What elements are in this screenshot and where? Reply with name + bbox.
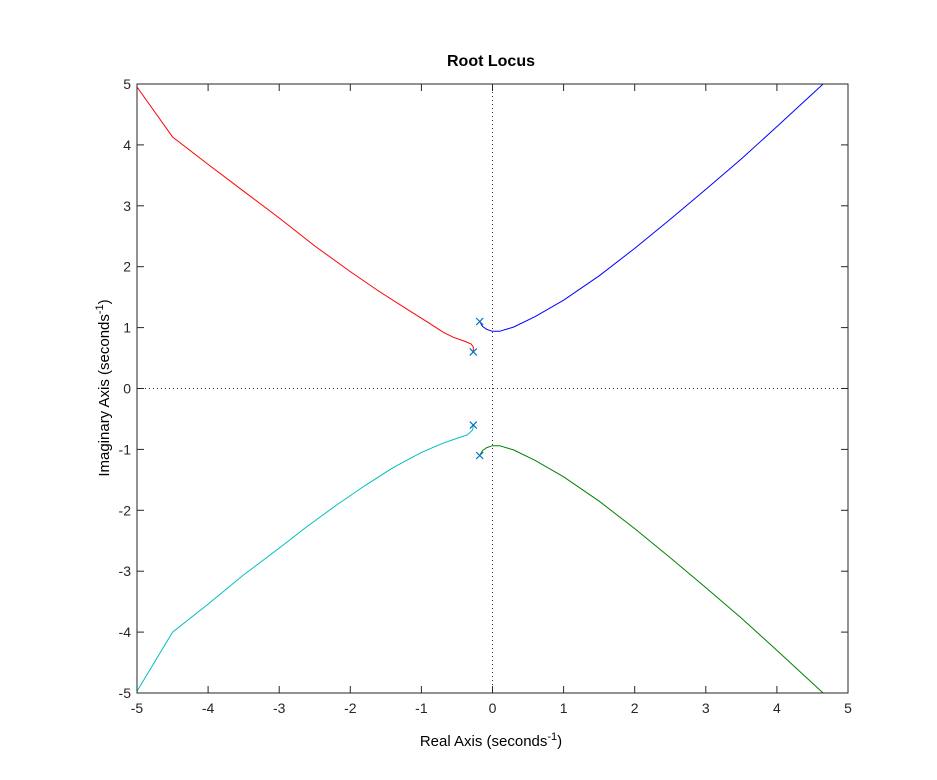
- x-tick-label: 5: [844, 700, 852, 716]
- y-tick-label: -1: [119, 441, 132, 457]
- locus-branch-2: [479, 83, 824, 332]
- pole-marker-3: [469, 421, 478, 429]
- y-tick-label: 1: [123, 320, 131, 336]
- x-tick-label: 1: [560, 700, 568, 716]
- y-tick-label: 3: [123, 198, 131, 214]
- y-tick-label: -4: [119, 624, 132, 640]
- y-tick-label: 0: [123, 381, 131, 397]
- y-tick-label: 5: [123, 76, 131, 92]
- plot-area: -5 -4 -3 -2 -1 0 1 2 3 4 5 -5 -4 -3 -2 -1 0 1 2 3 4 5: [119, 76, 853, 716]
- y-tick-label: -2: [119, 502, 132, 518]
- y-tick-label: -3: [119, 563, 132, 579]
- x-tick-label: -2: [344, 700, 357, 716]
- y-tick-label: -5: [119, 685, 132, 701]
- x-tick-label: -3: [273, 700, 286, 716]
- y-axis-label: Imaginary Axis (seconds-1): [94, 299, 113, 476]
- y-tick-label: 4: [123, 137, 131, 153]
- x-tick-label: 3: [702, 700, 710, 716]
- y-tick-label: 2: [123, 259, 131, 275]
- pole-marker-4: [475, 451, 484, 460]
- pole-marker-2: [469, 348, 478, 356]
- x-tick-label: 2: [631, 700, 639, 716]
- chart-title: Root Locus: [447, 53, 535, 70]
- x-tick-label: -1: [415, 700, 428, 716]
- x-tick-label: 4: [773, 700, 781, 716]
- locus-branch-3: [136, 424, 474, 692]
- x-tick-label: -4: [202, 700, 215, 716]
- locus-branch-1: [136, 86, 474, 352]
- pole-marker-1: [475, 317, 484, 326]
- x-axis-label: Real Axis (seconds-1): [420, 731, 562, 750]
- x-tick-label: 0: [489, 700, 497, 716]
- x-tick-label: -5: [131, 700, 144, 716]
- locus-branch-4: [479, 445, 824, 694]
